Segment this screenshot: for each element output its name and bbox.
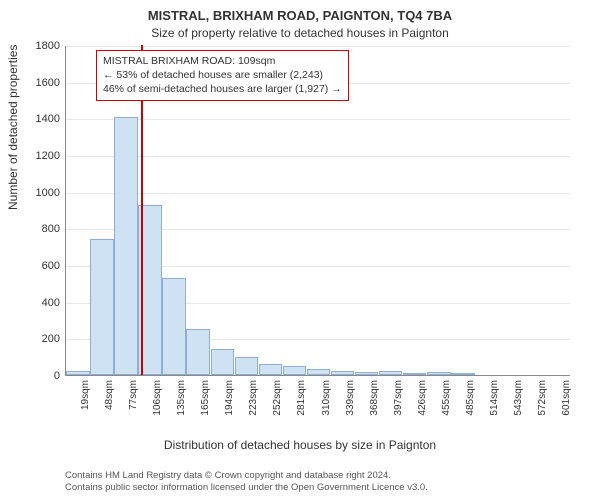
x-tick-label: 165sqm [200,380,211,416]
y-tick-label: 1200 [5,150,60,162]
x-tick-label: 426sqm [417,380,428,416]
chart-container: MISTRAL, BRIXHAM ROAD, PAIGNTON, TQ4 7BA… [0,0,600,500]
x-tick-label: 455sqm [441,380,452,416]
histogram-bar [331,371,355,375]
annotation-line2: ← 53% of detached houses are smaller (2,… [103,68,342,82]
histogram-bar [90,239,114,375]
y-tick-label: 1000 [5,187,60,199]
y-tick-label: 200 [5,333,60,345]
x-tick-label: 368sqm [369,380,380,416]
x-axis-label: Distribution of detached houses by size … [0,438,600,452]
y-tick-label: 600 [5,260,60,272]
y-tick-label: 1400 [5,113,60,125]
histogram-bar [211,349,235,375]
footer-line2: Contains public sector information licen… [65,482,428,494]
chart-title: MISTRAL, BRIXHAM ROAD, PAIGNTON, TQ4 7BA [0,8,600,23]
footer-line1: Contains HM Land Registry data © Crown c… [65,470,428,482]
histogram-bar [355,372,379,375]
histogram-bar [283,366,307,375]
histogram-bar [235,357,259,375]
histogram-bar [259,364,283,375]
y-tick-label: 1600 [5,77,60,89]
x-tick-label: 77sqm [128,380,139,410]
y-tick-label: 1800 [5,40,60,52]
plot-area: MISTRAL BRIXHAM ROAD: 109sqm ← 53% of de… [65,46,570,376]
x-tick-label: 601sqm [561,380,572,416]
x-tick-label: 543sqm [513,380,524,416]
x-tick-label: 339sqm [345,380,356,416]
x-tick-label: 223sqm [248,380,259,416]
histogram-bar [451,373,475,375]
x-tick-label: 281sqm [296,380,307,416]
y-tick-label: 0 [5,370,60,382]
histogram-bar [66,371,90,375]
x-tick-label: 252sqm [272,380,283,416]
x-tick-label: 48sqm [104,380,115,410]
x-tick-label: 19sqm [80,380,91,410]
histogram-bar [186,329,210,375]
footer-attribution: Contains HM Land Registry data © Crown c… [65,470,428,494]
x-tick-label: 485sqm [465,380,476,416]
x-tick-label: 194sqm [224,380,235,416]
histogram-bar [162,278,186,375]
histogram-bar [403,373,427,375]
annotation-line3: 46% of semi-detached houses are larger (… [103,82,342,96]
x-tick-label: 135sqm [176,380,187,416]
histogram-bar [379,371,403,375]
x-tick-label: 514sqm [489,380,500,416]
chart-subtitle: Size of property relative to detached ho… [0,26,600,40]
histogram-bar [114,117,138,376]
annotation-box: MISTRAL BRIXHAM ROAD: 109sqm ← 53% of de… [96,50,349,101]
y-tick-label: 400 [5,297,60,309]
y-axis-label: Number of detached properties [6,45,20,210]
histogram-bar [307,369,331,375]
x-tick-label: 310sqm [321,380,332,416]
x-tick-label: 572sqm [537,380,548,416]
histogram-bar [427,372,451,375]
x-tick-label: 397sqm [393,380,404,416]
annotation-line1: MISTRAL BRIXHAM ROAD: 109sqm [103,54,342,68]
x-tick-label: 106sqm [152,380,163,416]
y-tick-label: 800 [5,223,60,235]
